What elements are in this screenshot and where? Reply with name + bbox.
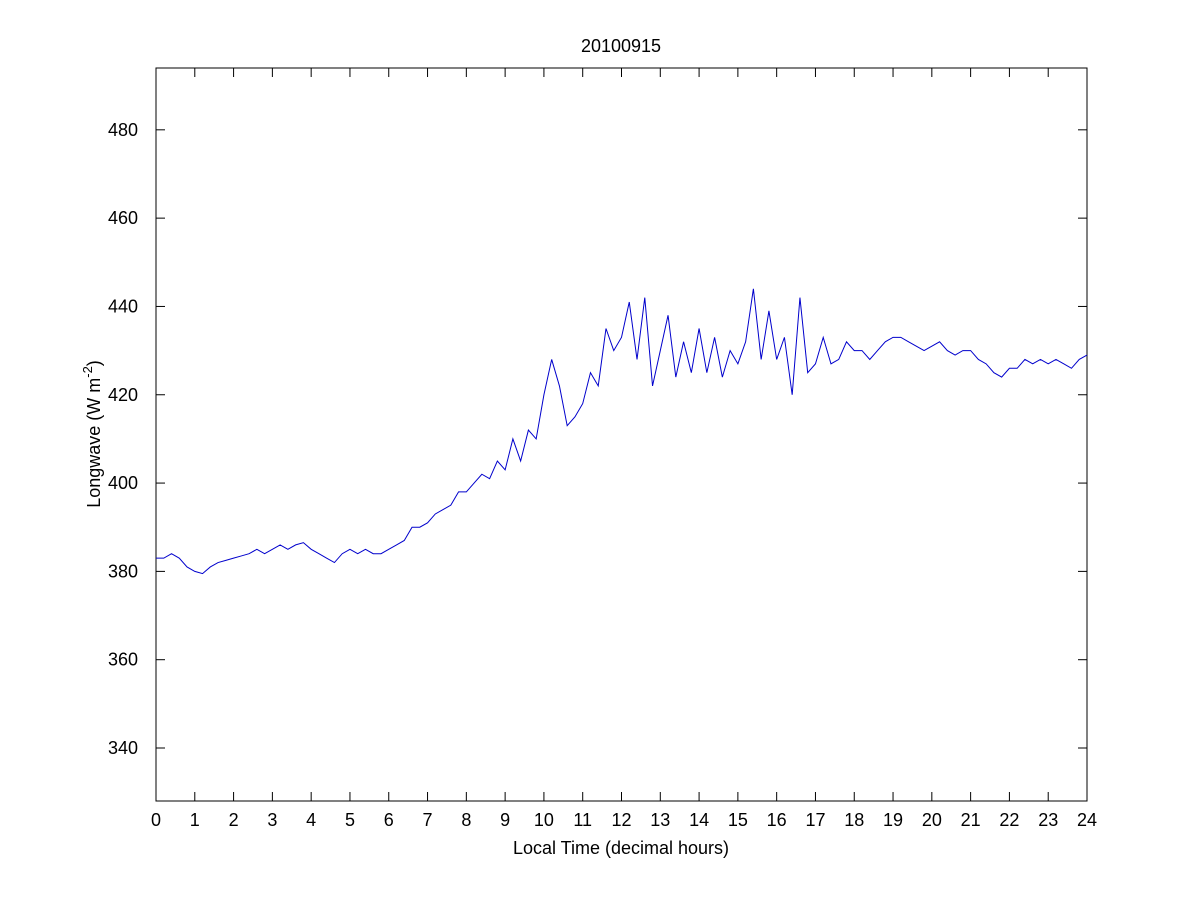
x-tick-label: 21	[961, 810, 981, 830]
x-tick-label: 22	[999, 810, 1019, 830]
chart-title: 20100915	[581, 36, 661, 56]
x-axis-label: Local Time (decimal hours)	[513, 838, 729, 858]
y-tick-label: 460	[108, 208, 138, 228]
x-tick-label: 11	[573, 810, 592, 830]
x-tick-label: 4	[306, 810, 316, 830]
plot-frame	[155, 67, 1088, 802]
y-axis-label: Longwave (W m-2)	[80, 360, 104, 508]
x-tick-label: 3	[267, 810, 277, 830]
x-tick-label: 6	[384, 810, 394, 830]
x-tick-label: 8	[461, 810, 471, 830]
y-axis-label-text: Longwave (W m	[84, 378, 104, 508]
y-tick-label: 480	[108, 120, 138, 140]
y-axis-label-tail: )	[84, 360, 104, 366]
x-tick-label: 16	[767, 810, 787, 830]
y-tick-label: 400	[108, 473, 138, 493]
x-tick-label: 1	[190, 810, 200, 830]
x-tick-label: 15	[728, 810, 748, 830]
data-line	[156, 288, 1088, 575]
y-tick-label: 420	[108, 385, 138, 405]
x-tick-label: 13	[650, 810, 670, 830]
x-tick-label: 7	[423, 810, 433, 830]
x-tick-label: 5	[345, 810, 355, 830]
x-tick-label: 9	[500, 810, 510, 830]
x-tick-label: 2	[229, 810, 239, 830]
y-tick-label: 380	[108, 561, 138, 581]
x-tick-label: 24	[1077, 810, 1097, 830]
y-tick-label: 340	[108, 738, 138, 758]
x-tick-label: 10	[534, 810, 554, 830]
x-tick-label: 18	[844, 810, 864, 830]
x-tick-label: 0	[151, 810, 161, 830]
x-tick-label: 14	[689, 810, 709, 830]
x-tick-label: 12	[611, 810, 631, 830]
y-axis-label-sup: -2	[80, 366, 95, 378]
x-tick-label: 23	[1038, 810, 1058, 830]
x-tick-label: 20	[922, 810, 942, 830]
x-tick-label: 17	[805, 810, 825, 830]
y-tick-label: 360	[108, 650, 138, 670]
y-tick-label: 440	[108, 296, 138, 316]
x-tick-label: 19	[883, 810, 903, 830]
